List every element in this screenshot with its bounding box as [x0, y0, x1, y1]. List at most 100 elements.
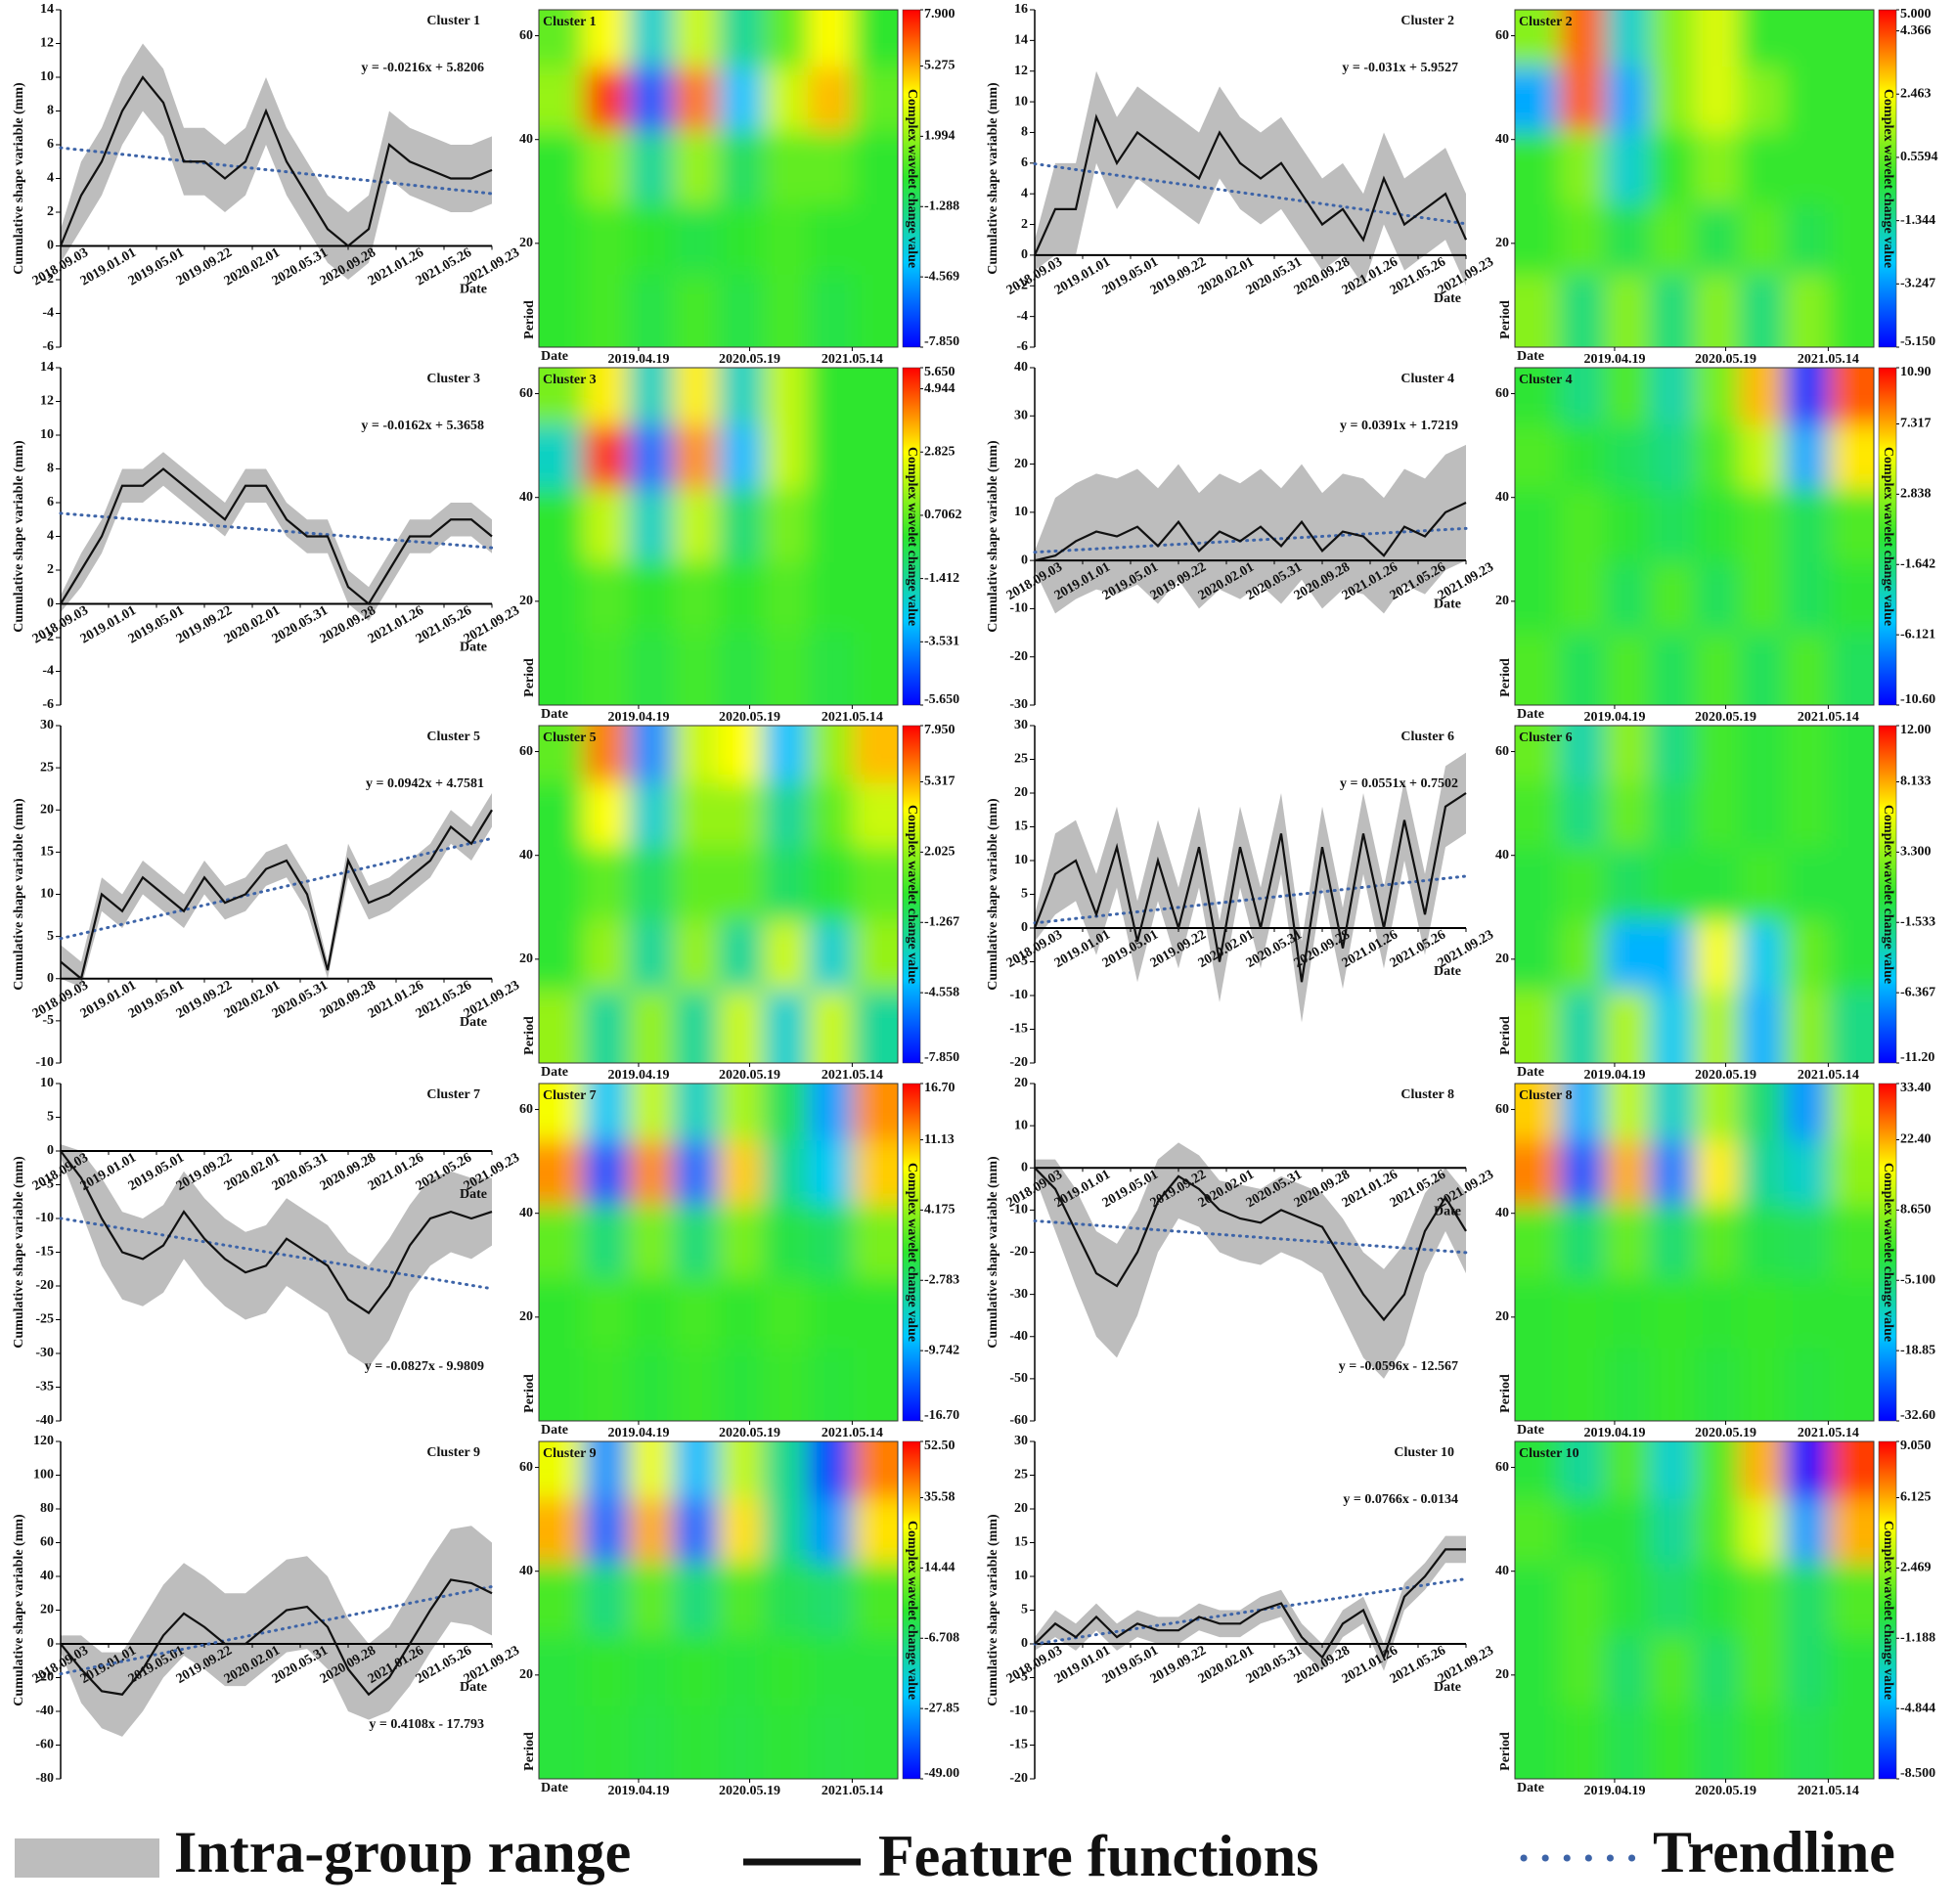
wavelet-cell: [718, 1498, 764, 1565]
y-tick-label: 14: [40, 2, 54, 17]
x-tick-label: 2021.05.14: [1798, 1784, 1859, 1798]
y-tick-label: -2: [42, 630, 54, 644]
colorbar-tick-label: 0.7062: [924, 508, 962, 522]
wavelet-cell: [1739, 1563, 1785, 1637]
y-tick-label: -20: [1009, 1245, 1028, 1260]
y-tick-label: -4: [1016, 309, 1028, 324]
wavelet-cell: [1784, 1278, 1830, 1350]
wavelet-cell: [539, 920, 585, 992]
y-tick-label: 60: [519, 28, 533, 43]
wavelet-cell: [583, 1498, 630, 1565]
colorbar: [902, 1083, 921, 1422]
wavelet-cell: [1829, 1441, 1874, 1499]
y-tick-label: 10: [1014, 853, 1028, 867]
wavelet-cell: [628, 1563, 675, 1637]
colorbar-tick-label: 33.40: [1900, 1081, 1932, 1095]
x-tick-label: 2019.04.19: [1583, 352, 1645, 367]
x-axis-label: Date: [541, 349, 568, 364]
wavelet-cell: [1784, 632, 1830, 705]
wavelet-cell: [763, 1705, 809, 1779]
chart-title: Cluster 6: [1519, 731, 1573, 745]
wavelet-cell: [1694, 1084, 1740, 1141]
wavelet-field: [539, 368, 898, 705]
wavelet-cell: [1739, 10, 1785, 67]
wavelet-cell: [763, 1140, 809, 1207]
colorbar-tick-label: 7.900: [924, 7, 955, 22]
wavelet-cell: [1829, 1205, 1874, 1279]
y-tick-label: 40: [1495, 848, 1509, 863]
wavelet-cell: [583, 1348, 630, 1421]
wavelet-cell: [583, 424, 630, 491]
y-tick-label: 25: [1014, 1468, 1028, 1483]
trend-equation: y = 0.4108x - 17.793: [369, 1717, 484, 1732]
wavelet-cell: [808, 368, 854, 425]
legend-label: Trendline: [1653, 1820, 1895, 1884]
wavelet-cell: [539, 368, 585, 425]
colorbar-tick-label: -7.850: [924, 1050, 959, 1065]
feature-function: [60, 467, 493, 606]
wavelet-cell: [1694, 1205, 1740, 1279]
wavelet-cell: [808, 990, 854, 1063]
y-tick-label: -20: [1009, 649, 1028, 664]
wavelet-cell: [1784, 368, 1830, 425]
colorbar-tick-label: -32.60: [1900, 1408, 1935, 1423]
wavelet-cell: [1515, 1441, 1561, 1499]
colorbar-tick-label: 2.838: [1900, 487, 1932, 502]
colorbar-tick-label: 2.463: [1900, 86, 1932, 101]
wavelet-cell: [673, 1705, 719, 1779]
wavelet-cell: [628, 990, 675, 1063]
y-axis-label: Period: [1498, 1732, 1513, 1771]
y-tick-label: 40: [519, 490, 533, 505]
wavelet-cell: [583, 274, 630, 347]
y-tick-label: 120: [33, 1434, 54, 1448]
wavelet-cell: [1784, 204, 1830, 276]
wavelet-cell: [718, 920, 764, 992]
wavelet-cell: [1784, 1205, 1830, 1279]
wavelet-cell: [1784, 1563, 1830, 1637]
wavelet-cell: [1739, 204, 1785, 276]
intra-group-range: [1035, 1142, 1466, 1379]
wavelet-cell: [1649, 274, 1695, 347]
wavelet-cell: [539, 10, 585, 67]
wavelet-cell: [628, 66, 675, 133]
wavelet-cell: [1649, 920, 1695, 992]
wavelet-cell: [1515, 920, 1561, 992]
wavelet-cell: [1649, 1278, 1695, 1350]
y-tick-label: -35: [35, 1380, 54, 1395]
wavelet-field: [1515, 1441, 1874, 1779]
wavelet-cell: [1604, 847, 1651, 921]
colorbar-label: Complex wavelet change value: [905, 1521, 919, 1700]
wavelet-cell: [628, 489, 675, 563]
x-axis-label: Date: [1434, 291, 1461, 306]
y-tick-label: 60: [519, 1102, 533, 1117]
wavelet-cell: [673, 10, 719, 67]
wavelet-cell: [1694, 204, 1740, 276]
wavelet-cell: [808, 204, 854, 276]
wavelet-cell: [1694, 1498, 1740, 1565]
wavelet-cell: [1739, 424, 1785, 491]
y-tick-label: 20: [1014, 457, 1028, 471]
wavelet-cell: [853, 1140, 898, 1207]
y-tick-label: 6: [47, 495, 54, 509]
y-axis-label: Cumulative shape variable (mm): [12, 1156, 26, 1349]
colorbar-tick-label: 16.70: [924, 1081, 955, 1095]
wavelet-cell: [1784, 1348, 1830, 1421]
y-tick-label: 2: [47, 562, 54, 577]
wavelet-cell: [808, 489, 854, 563]
wavelet-cell: [718, 204, 764, 276]
wavelet-cell: [853, 274, 898, 347]
y-tick-label: 25: [1014, 752, 1028, 767]
wavelet-cell: [1694, 1636, 1740, 1707]
y-tick-label: -25: [35, 1312, 54, 1327]
wavelet-cell: [628, 847, 675, 921]
wavelet-cell: [718, 1348, 764, 1421]
wavelet-cell: [628, 131, 675, 205]
wavelet-cell: [718, 847, 764, 921]
wavelet-cell: [763, 920, 809, 992]
wavelet-cell: [853, 204, 898, 276]
x-axis-label: Date: [541, 1423, 568, 1438]
colorbar-tick-label: -49.00: [924, 1766, 959, 1781]
y-tick-label: 5: [47, 929, 54, 944]
y-tick-label: -5: [1016, 1670, 1028, 1685]
colorbar-tick-label: -6.708: [924, 1630, 959, 1645]
